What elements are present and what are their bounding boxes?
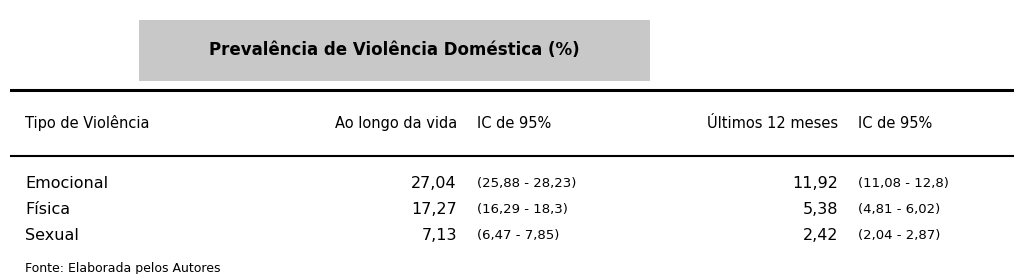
Text: IC de 95%: IC de 95%: [858, 116, 933, 131]
Text: Prevalência de Violência Doméstica (%): Prevalência de Violência Doméstica (%): [209, 41, 580, 59]
Text: Ao longo da vida: Ao longo da vida: [335, 116, 457, 131]
Text: Tipo de Violência: Tipo de Violência: [26, 115, 150, 131]
Text: Emocional: Emocional: [26, 176, 109, 191]
Text: 17,27: 17,27: [411, 202, 457, 217]
Text: (25,88 - 28,23): (25,88 - 28,23): [477, 177, 577, 190]
Text: (16,29 - 18,3): (16,29 - 18,3): [477, 203, 567, 216]
Text: IC de 95%: IC de 95%: [477, 116, 551, 131]
Text: 11,92: 11,92: [793, 176, 838, 191]
Text: (11,08 - 12,8): (11,08 - 12,8): [858, 177, 949, 190]
Bar: [138, 20, 650, 81]
Text: Sexual: Sexual: [26, 228, 79, 243]
Text: (4,81 - 6,02): (4,81 - 6,02): [858, 203, 940, 216]
Text: Física: Física: [26, 202, 71, 217]
Text: 27,04: 27,04: [412, 176, 457, 191]
Text: (2,04 - 2,87): (2,04 - 2,87): [858, 229, 941, 242]
Text: Fonte: Elaborada pelos Autores: Fonte: Elaborada pelos Autores: [26, 262, 221, 274]
Text: 2,42: 2,42: [803, 228, 838, 243]
Text: 5,38: 5,38: [803, 202, 838, 217]
Text: 7,13: 7,13: [421, 228, 457, 243]
Text: Últimos 12 meses: Últimos 12 meses: [707, 116, 838, 131]
Text: (6,47 - 7,85): (6,47 - 7,85): [477, 229, 559, 242]
